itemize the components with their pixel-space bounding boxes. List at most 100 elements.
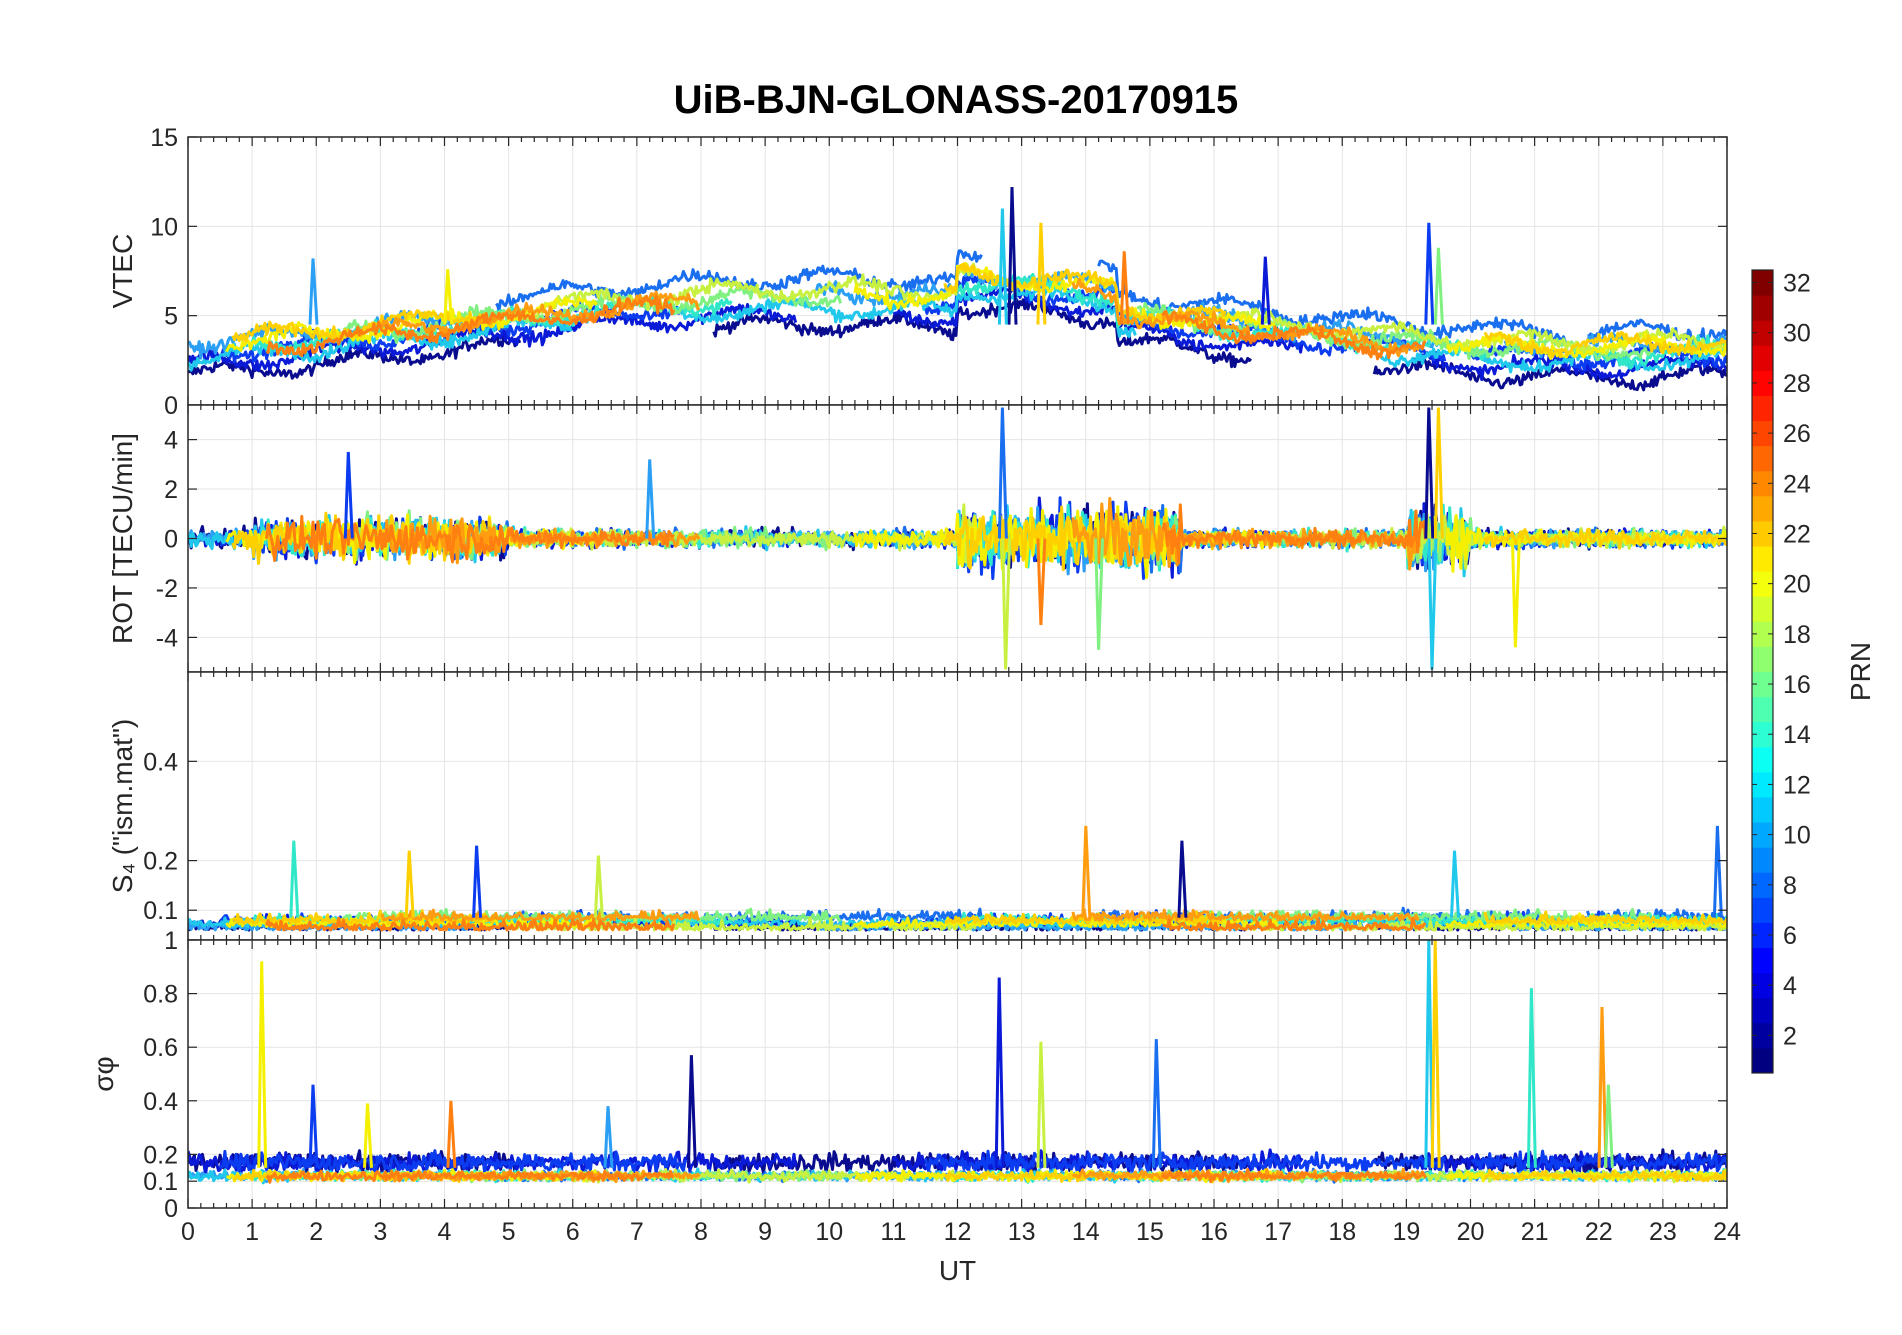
colorbar-tick-label: 10 xyxy=(1783,822,1811,850)
colorbar-tick-label: 12 xyxy=(1783,771,1811,799)
y-tick-label: 0.1 xyxy=(143,897,178,925)
colorbar-segment xyxy=(1752,345,1773,371)
x-tick-label: 1 xyxy=(245,1218,259,1246)
x-tick-label: 17 xyxy=(1264,1218,1292,1246)
spike xyxy=(1036,538,1047,626)
colorbar-segment xyxy=(1752,546,1773,572)
series-group xyxy=(188,186,1727,392)
spike xyxy=(686,1055,697,1168)
colorbar-tick-label: 26 xyxy=(1783,420,1811,448)
x-tick-label: 0 xyxy=(181,1218,195,1246)
y-axis-label: ROT [TECU/min] xyxy=(107,433,138,644)
y-tick-label: 0.6 xyxy=(143,1034,178,1062)
colorbar-segment xyxy=(1752,320,1773,346)
spike xyxy=(1597,1006,1608,1168)
series-group xyxy=(188,407,1727,670)
panel-rot: -4 -2 0 2 4 ROT [TECU/min] xyxy=(107,404,1728,673)
colorbar-segment xyxy=(1752,571,1773,597)
colorbar-segment xyxy=(1752,947,1773,974)
grid xyxy=(187,672,1728,940)
colorbar-segment xyxy=(1752,746,1773,773)
colorbar-segment xyxy=(1752,1022,1773,1049)
spike xyxy=(404,850,415,918)
x-tick-label: 8 xyxy=(694,1218,708,1246)
x-tick-label: 9 xyxy=(758,1218,772,1246)
y-tick-label: 0 xyxy=(164,392,178,420)
colorbar-tick-label: 4 xyxy=(1783,972,1797,1000)
x-tick-label: 24 xyxy=(1713,1218,1741,1246)
y-tick-label: 5 xyxy=(164,303,178,331)
y-tick-label: 0 xyxy=(164,526,178,554)
spike xyxy=(1712,825,1723,918)
y-tick-label: -4 xyxy=(156,624,178,652)
colorbar-segment xyxy=(1752,470,1773,497)
colorbar-segment xyxy=(1752,420,1773,447)
x-tick-label: 18 xyxy=(1328,1218,1356,1246)
panel-vtec: 0 5 10 15 VTEC xyxy=(107,124,1728,420)
x-tick-label: 20 xyxy=(1457,1218,1485,1246)
spike xyxy=(308,258,319,325)
colorbar-tick-label: 20 xyxy=(1783,571,1811,599)
y-axis-label: VTEC xyxy=(107,234,138,309)
spike xyxy=(363,1103,373,1168)
colorbar-segment xyxy=(1752,445,1773,472)
colorbar-segment xyxy=(1752,395,1773,422)
y-tick-label: 10 xyxy=(150,213,178,241)
panel-s4: 0.1 0.2 0.4S₄ ("ism.mat") xyxy=(107,671,1728,941)
x-tick-label: 7 xyxy=(630,1218,644,1246)
spike xyxy=(1433,247,1444,325)
colorbar-segment xyxy=(1752,771,1773,798)
colorbar-label: PRN xyxy=(1845,642,1876,701)
spike xyxy=(446,1100,457,1168)
spike xyxy=(994,977,1005,1168)
ticks xyxy=(187,939,1728,1209)
spike xyxy=(997,407,1008,539)
spike xyxy=(1036,1041,1047,1168)
colorbar-segment xyxy=(1752,646,1773,672)
x-tick-label: 10 xyxy=(815,1218,843,1246)
spike xyxy=(1177,840,1188,918)
spike xyxy=(1424,222,1435,325)
spike xyxy=(1526,988,1537,1168)
x-tick-label: 4 xyxy=(438,1218,452,1246)
spike xyxy=(1151,1039,1162,1168)
colorbar-segment xyxy=(1752,822,1773,848)
y-tick-label: 0.2 xyxy=(143,1141,178,1169)
y-tick-label: 4 xyxy=(164,427,178,455)
spike xyxy=(1424,407,1435,539)
series-group xyxy=(188,825,1727,932)
colorbar-segment xyxy=(1752,1047,1773,1074)
y-axis-label: S₄ ("ism.mat") xyxy=(107,719,138,893)
colorbar-segment xyxy=(1752,495,1773,522)
spike xyxy=(443,269,454,325)
colorbar-segment xyxy=(1752,897,1773,923)
x-tick-label: 5 xyxy=(502,1218,516,1246)
colorbar-tick-label: 6 xyxy=(1783,922,1797,950)
series-line-prn-24 xyxy=(265,916,1427,932)
spike xyxy=(645,459,656,539)
y-tick-label: 1 xyxy=(164,927,178,955)
ticks xyxy=(187,672,1728,940)
y-tick-label: 0.8 xyxy=(143,981,178,1009)
colorbar-segment xyxy=(1752,520,1773,547)
colorbar-tick-label: 28 xyxy=(1783,370,1811,398)
colorbar-tick-label: 22 xyxy=(1783,520,1811,548)
spike xyxy=(343,451,354,539)
y-axis-label: σφ xyxy=(88,1056,119,1091)
colorbar-tick-label: 14 xyxy=(1783,721,1811,749)
y-tick-label: 0.4 xyxy=(143,748,178,776)
colorbar-segment xyxy=(1752,922,1773,949)
colorbar-tick-label: 8 xyxy=(1783,872,1797,900)
x-tick-label: 6 xyxy=(566,1218,580,1246)
series-line-prn-24 xyxy=(265,1168,1427,1184)
x-axis-label: UT xyxy=(939,1255,976,1286)
ticks xyxy=(187,136,1728,406)
x-tick-label: 23 xyxy=(1649,1218,1677,1246)
colorbar-segment xyxy=(1752,796,1773,823)
colorbar-segment xyxy=(1752,997,1773,1024)
colorbar-segment xyxy=(1752,696,1773,723)
colorbar-segment xyxy=(1752,621,1773,647)
